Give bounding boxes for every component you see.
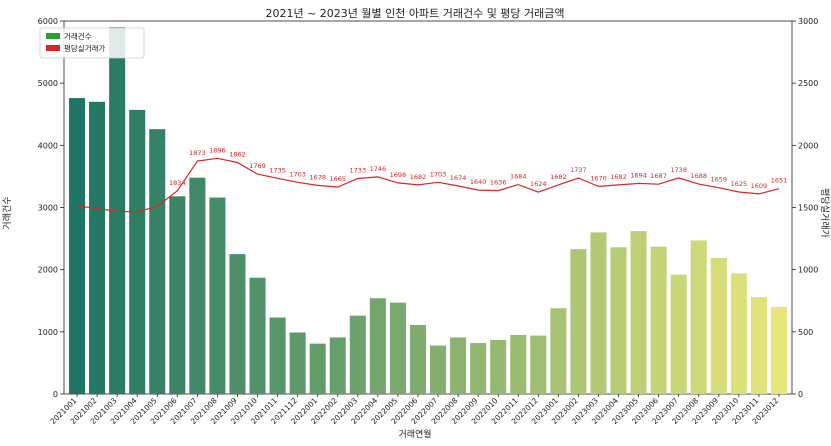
bar [369,298,386,394]
y-right-tick-label: 500 [798,328,813,337]
data-label: 1674 [450,174,467,182]
data-label: 1703 [289,170,306,178]
bar [249,277,266,394]
bar [209,197,226,394]
data-label: 1659 [711,176,728,184]
bar [650,246,667,394]
bar [490,339,507,394]
data-label: 1834 [169,179,186,187]
bar [409,324,426,394]
bar [670,274,687,394]
y-right-tick-label: 1500 [798,204,818,213]
price-line [76,157,780,213]
data-label: 1665 [329,175,346,183]
bar [389,302,406,394]
legend-frame [39,27,145,59]
bar [610,247,627,394]
data-label: 1640 [470,178,487,186]
data-label: 1896 [209,146,226,154]
legend-swatch-bar [46,33,60,39]
y-left-tick-label: 5000 [38,79,58,88]
bar [450,337,467,394]
y-right-tick-label: 2000 [798,141,818,150]
data-label: 1688 [690,172,707,180]
y-left-tick-label: 6000 [38,17,58,26]
bar [710,257,727,394]
bar [89,101,106,395]
bar [149,129,166,395]
data-label: 1703 [430,170,447,178]
bar [349,315,366,394]
data-label: 1670 [590,174,607,182]
data-label: 1873 [189,149,206,157]
data-label: 1651 [771,177,788,185]
data-label: 1694 [630,171,647,179]
bar [730,273,747,394]
data-label: 1684 [510,173,527,181]
y-left-tick-label: 4000 [38,141,58,150]
data-label: 1636 [490,179,507,187]
bar [309,343,326,394]
y-left-tick-label: 0 [53,390,58,399]
bar [770,306,787,394]
y-left-tick-label: 3000 [38,204,58,213]
bar [570,249,587,394]
bar [229,254,246,394]
bar [129,109,146,395]
bar [630,231,647,394]
bar [530,335,547,394]
bar [69,98,86,394]
bar [189,177,206,394]
bar [329,337,346,394]
y-left-tick-label: 2000 [38,266,58,275]
legend: 거래건수 평당실거래가 [39,27,145,59]
data-label: 1862 [229,150,246,158]
data-label: 1735 [269,166,286,174]
data-label: 1682 [610,173,627,181]
y-right-tick-label: 1000 [798,266,818,275]
y-axis-left-label: 거래건수 [2,196,13,229]
bar [430,345,447,394]
data-label: 1738 [670,166,687,174]
y-right-tick-label: 2500 [798,79,818,88]
bars-group [69,27,787,395]
data-label: 1733 [350,167,367,175]
bar [690,240,707,394]
y-right-tick-label: 3000 [798,17,818,26]
legend-swatch-line [46,45,60,51]
data-label: 1682 [550,173,567,181]
chart-title: 2021년 ~ 2023년 월별 인천 아파트 거래건수 및 평당 거래금액 [265,6,564,20]
x-ticks-group: 2021001202100220210032021004202100520210… [48,394,781,426]
bar [510,334,527,394]
y-left-tick-label: 1000 [38,328,58,337]
bar [590,232,607,394]
data-label: 1737 [570,166,587,174]
bar [550,308,567,394]
bar [289,332,306,394]
data-label: 1625 [731,180,748,188]
x-axis-label: 거래연월 [398,428,431,440]
bar [470,343,487,394]
data-label: 1746 [370,165,387,173]
legend-label-line: 평당실거래가 [64,43,105,53]
data-label: 1769 [249,162,266,170]
data-label: 1698 [390,171,407,179]
bar [169,196,186,394]
data-label: 1682 [410,173,427,181]
bar [269,317,286,394]
y-axis-right-label: 평당실거래가 [819,188,830,238]
data-label: 1687 [650,172,667,180]
axes-group: 0 1000 2000 3000 4000 5000 6000 0 500 1000 1500 200… [38,17,819,399]
data-label: 1624 [530,180,547,188]
bar [750,297,767,394]
y-right-tick-label: 0 [798,390,803,399]
data-label: 1678 [309,173,326,181]
legend-label-bar: 거래건수 [64,31,92,41]
data-label: 1609 [751,182,768,190]
